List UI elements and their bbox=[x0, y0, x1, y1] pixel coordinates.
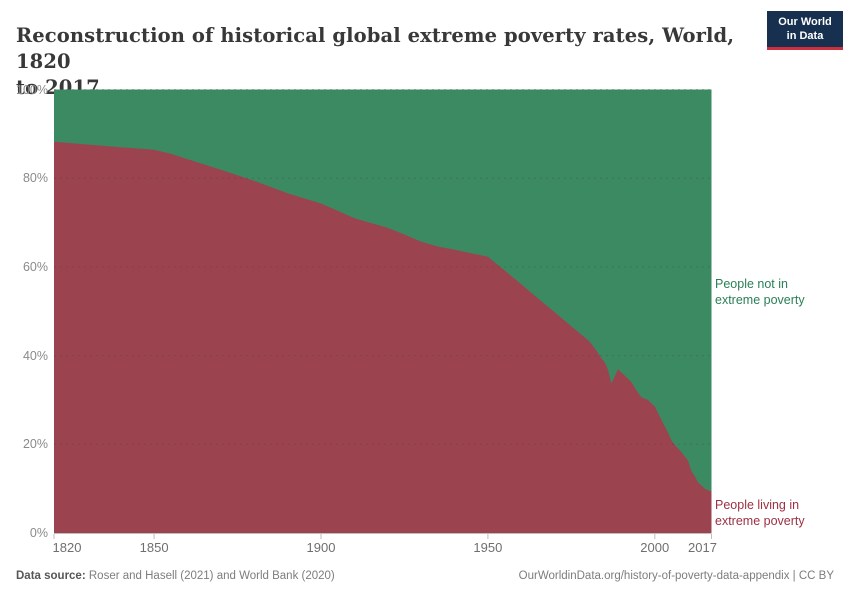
x-axis-tick-label: 2000 bbox=[640, 540, 670, 555]
y-axis-tick-label: 40% bbox=[22, 348, 48, 363]
owid-logo[interactable]: Our World in Data bbox=[767, 11, 843, 50]
data-source-text: Roser and Hasell (2021) and World Bank (… bbox=[85, 570, 335, 582]
y-axis-tick-label: 0% bbox=[29, 526, 48, 540]
y-axis-tick-label: 60% bbox=[22, 259, 48, 274]
page-title: Reconstruction of historical global extr… bbox=[16, 23, 761, 101]
series-label-not-extreme-poverty: People not in extreme poverty bbox=[715, 276, 845, 309]
data-source-label: Data source: bbox=[16, 570, 86, 582]
y-axis-tick-label: 20% bbox=[22, 437, 48, 452]
data-source-note: Data source: Roser and Hasell (2021) and… bbox=[16, 570, 335, 582]
x-axis-tick-label: 2017 bbox=[688, 540, 717, 555]
series-label-line: extreme poverty bbox=[715, 514, 805, 529]
chart-footer: Data source: Roser and Hasell (2021) and… bbox=[16, 570, 834, 582]
x-axis-tick-label: 1950 bbox=[473, 540, 503, 555]
series-label-line: People living in bbox=[715, 498, 800, 512]
y-axis-tick-label: 80% bbox=[22, 171, 48, 186]
series-label-line: People not in bbox=[715, 277, 788, 291]
y-axis-tick-label: 100% bbox=[16, 82, 48, 97]
page-title-line1: Reconstruction of historical global extr… bbox=[16, 24, 735, 74]
owid-logo-line1: Our World bbox=[778, 16, 832, 28]
x-axis-tick-label: 1820 bbox=[52, 540, 82, 555]
area-extreme-poverty bbox=[54, 141, 712, 534]
attribution-link[interactable]: OurWorldinData.org/history-of-poverty-da… bbox=[518, 570, 834, 582]
x-axis-tick-label: 1900 bbox=[306, 540, 336, 555]
owid-logo-line2: in Data bbox=[786, 30, 824, 43]
series-label-extreme-poverty: People living in extreme poverty bbox=[715, 497, 845, 530]
x-axis-tick-label: 1850 bbox=[139, 540, 169, 555]
series-label-line: extreme poverty bbox=[715, 293, 805, 308]
